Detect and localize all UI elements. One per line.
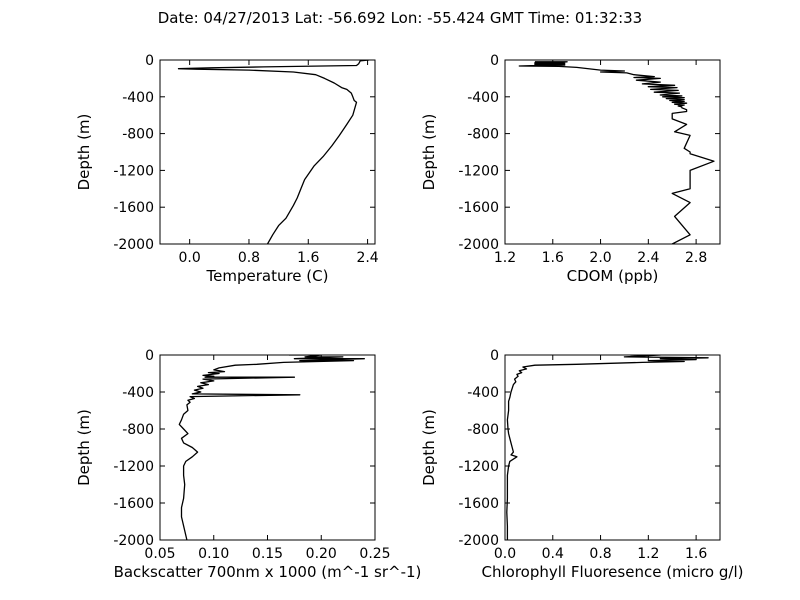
temperature-xtick-label: 0.0 xyxy=(179,250,201,266)
temperature-ytick-label: -1600 xyxy=(113,200,154,216)
temperature-panel: 0.0 0.8 1.6 2.4 0 -400 -800 -1200 -1600 -2000 Temp… xyxy=(75,53,379,285)
chlorophyll-xtick-label: 1.6 xyxy=(685,546,707,562)
chlorophyll-xtick-label: 0.8 xyxy=(589,546,611,562)
chlorophyll-ytick-label: -1600 xyxy=(458,496,499,512)
backscatter-ytick-label: -400 xyxy=(122,385,154,401)
backscatter-ytick-label: -800 xyxy=(122,422,154,438)
chlorophyll-axes-frame xyxy=(504,354,721,541)
backscatter-ytick-label: -2000 xyxy=(113,533,154,549)
backscatter-xtick-label: 0.10 xyxy=(198,546,229,562)
cdom-xtick-label: 2.8 xyxy=(685,250,707,266)
cdom-ytick-label: -2000 xyxy=(458,237,499,253)
cdom-xtick-label: 1.2 xyxy=(494,250,516,266)
temperature-ytick-label: -2000 xyxy=(113,237,154,253)
cdom-axes-frame xyxy=(504,59,721,245)
backscatter-xtick-label: 0.25 xyxy=(359,546,390,562)
temperature-profile-line xyxy=(177,60,370,244)
backscatter-xtick-label: 0.15 xyxy=(252,546,283,562)
chlorophyll-x-axis-label: Chlorophyll Fluoresence (micro g/l) xyxy=(482,563,744,581)
cdom-xtick-label: 2.0 xyxy=(589,250,611,266)
chlorophyll-profile-line xyxy=(506,355,709,540)
chlorophyll-ytick-label: 0 xyxy=(490,348,499,364)
backscatter-xtick-label: 0.20 xyxy=(306,546,337,562)
backscatter-ytick-label: -1600 xyxy=(113,496,154,512)
chlorophyll-y-axis-label: Depth (m) xyxy=(420,409,438,486)
cdom-panel: 1.2 1.6 2.0 2.4 2.8 0 -400 -800 -1200 -1600 -2000 C… xyxy=(420,53,721,285)
temperature-xtick-label: 1.6 xyxy=(297,250,319,266)
cdom-ytick-label: -1200 xyxy=(458,163,499,179)
chlorophyll-ytick-label: -800 xyxy=(467,422,499,438)
cdom-ytick-label: 0 xyxy=(490,53,499,69)
cdom-ytick-label: -1600 xyxy=(458,200,499,216)
temperature-ytick-label: -800 xyxy=(122,127,154,143)
temperature-xtick-label: 0.8 xyxy=(238,250,260,266)
temperature-ytick-label: -1200 xyxy=(113,163,154,179)
temperature-ytick-label: -400 xyxy=(122,90,154,106)
backscatter-panel: 0.05 0.10 0.15 0.20 0.25 0 -400 -800 -1200 -1600 -… xyxy=(75,348,421,581)
temperature-y-axis-label: Depth (m) xyxy=(75,114,93,191)
chlorophyll-ytick-label: -400 xyxy=(467,385,499,401)
chlorophyll-ytick-label: -2000 xyxy=(458,533,499,549)
cdom-xtick-label: 1.6 xyxy=(542,250,564,266)
figure-title: Date: 04/27/2013 Lat: -56.692 Lon: -55.4… xyxy=(158,9,642,27)
backscatter-x-axis-label: Backscatter 700nm x 1000 (m^-1 sr^-1) xyxy=(114,563,422,581)
cdom-xtick-label: 2.4 xyxy=(637,250,659,266)
cdom-profile-line xyxy=(518,61,715,244)
chlorophyll-xtick-label: 0.4 xyxy=(542,546,564,562)
backscatter-xtick-label: 0.05 xyxy=(144,546,175,562)
chlorophyll-xtick-label: 1.2 xyxy=(637,546,659,562)
chlorophyll-panel: 0.0 0.4 0.8 1.2 1.6 0 -400 -800 -1200 -1600 -2000 C… xyxy=(420,348,743,581)
temperature-xtick-label: 2.4 xyxy=(356,250,378,266)
cdom-y-axis-label: Depth (m) xyxy=(420,114,438,191)
subplot-grid: 0.0 0.8 1.6 2.4 0 -400 -800 -1200 -1600 -2000 Temp… xyxy=(75,53,743,581)
temperature-ytick-label: 0 xyxy=(145,53,154,69)
backscatter-ytick-label: 0 xyxy=(145,348,154,364)
cdom-x-axis-label: CDOM (ppb) xyxy=(567,267,659,285)
cdom-ytick-label: -800 xyxy=(467,127,499,143)
chlorophyll-ytick-label: -1200 xyxy=(458,459,499,475)
cdom-ytick-label: -400 xyxy=(467,90,499,106)
backscatter-profile-line xyxy=(178,355,365,540)
backscatter-y-axis-label: Depth (m) xyxy=(75,409,93,486)
chlorophyll-xtick-label: 0.0 xyxy=(494,546,516,562)
temperature-axes-frame xyxy=(159,59,376,245)
backscatter-ytick-label: -1200 xyxy=(113,459,154,475)
temperature-x-axis-label: Temperature (C) xyxy=(206,267,329,285)
